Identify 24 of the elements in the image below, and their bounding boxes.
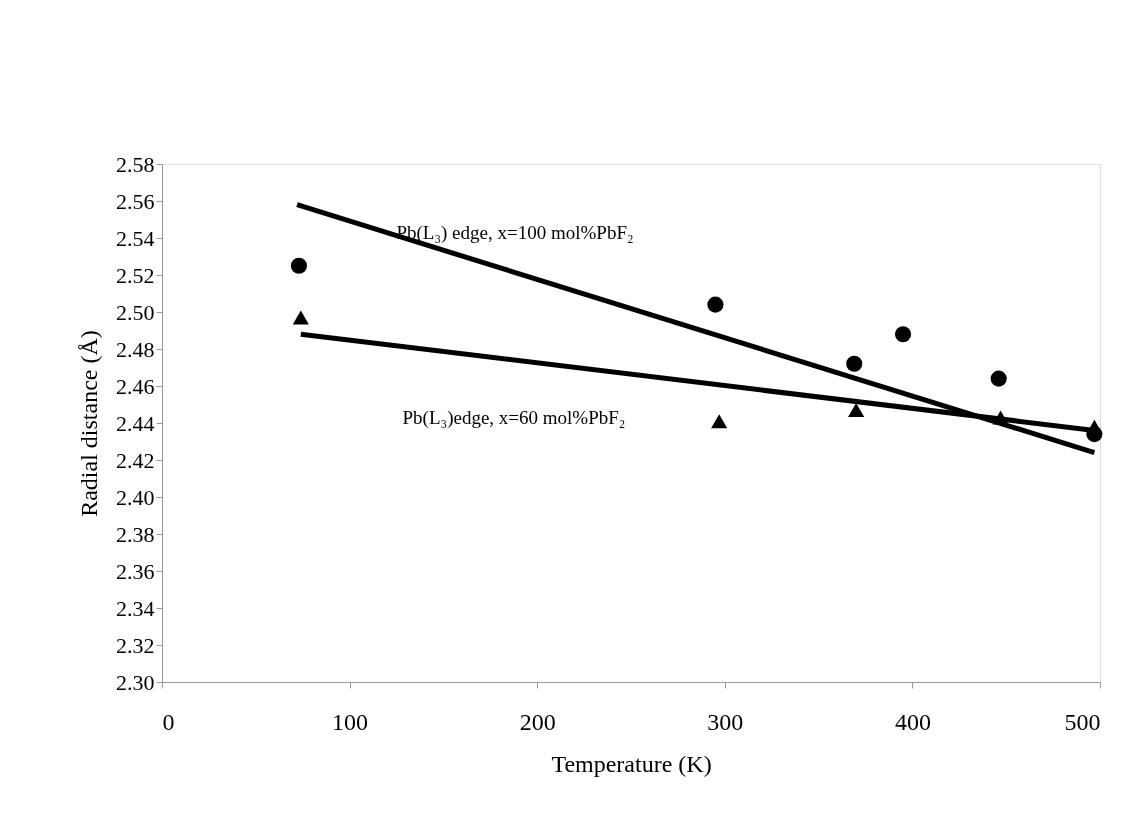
x-tick-label: 300 [707,708,744,735]
x-tick-label: 500 [1064,708,1101,735]
x-axis-title: Temperature (K) [551,750,712,777]
y-tick-label: 2.30 [116,669,155,695]
x-tick-label: 0 [162,708,175,735]
y-tick-label: 2.40 [116,484,155,510]
y-tick-label: 2.42 [116,447,155,473]
y-tick-label: 2.32 [116,632,155,658]
annotation: Pb(L₃)edge, x=60 mol%PbF₂ [402,407,626,429]
y-tick-label: 2.52 [116,262,155,288]
y-tick-label: 2.58 [116,151,155,177]
y-tick-label: 2.46 [116,373,155,399]
y-tick-label: 2.44 [116,410,155,436]
y-tick-label: 2.50 [116,299,155,325]
y-tick-label: 2.34 [116,595,155,621]
y-tick-label: 2.36 [116,558,155,584]
x-tick-label: 100 [332,708,369,735]
y-axis-title: Radial distance (Å) [76,330,102,517]
y-tick-label: 2.38 [116,521,155,547]
x-tick-label: 400 [894,708,931,735]
y-tick-label: 2.48 [116,336,155,362]
x-tick-label: 200 [519,708,556,735]
y-tick-label: 2.54 [116,225,155,251]
y-tick-label: 2.56 [116,188,155,214]
